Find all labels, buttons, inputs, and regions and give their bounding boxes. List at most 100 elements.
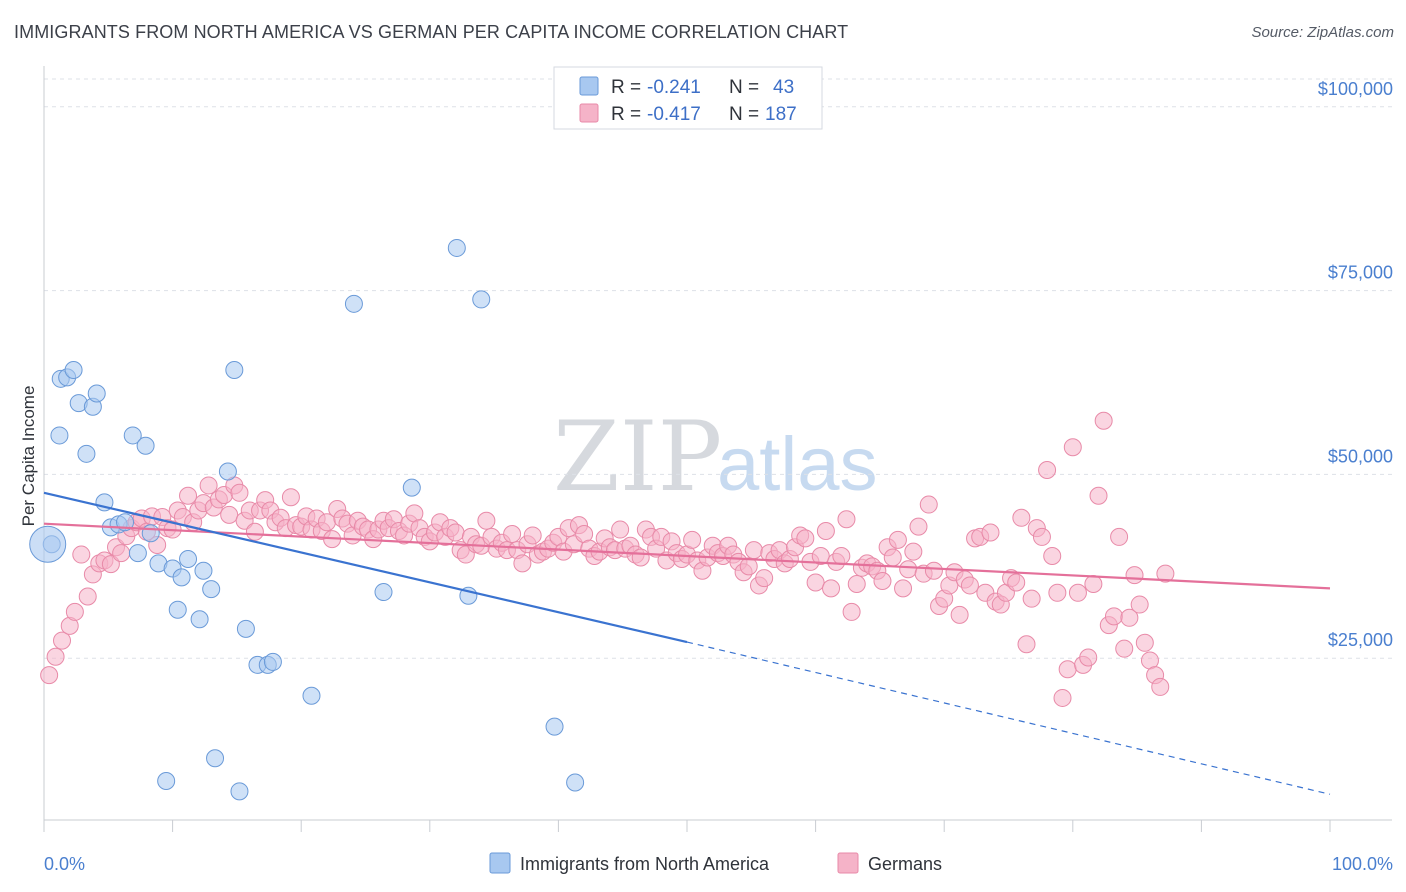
germans-point [1032, 527, 1051, 546]
immigrants-point [225, 361, 244, 379]
germans-point [46, 647, 65, 666]
germans-point [888, 530, 907, 549]
immigrants-point [202, 580, 221, 599]
y-tick-label: $75,000 [1328, 263, 1393, 283]
immigrants-point [157, 772, 176, 791]
immigrants-point [236, 619, 255, 638]
y-axis-label: Per Capita Income [19, 386, 38, 527]
germans-point [101, 555, 120, 574]
germans-point [1043, 547, 1062, 566]
legend-n-value-2: 187 [765, 104, 797, 125]
germans-point [1089, 486, 1108, 505]
germans-point [683, 530, 702, 549]
germans-point [1038, 461, 1057, 479]
germans-point [816, 522, 835, 541]
legend-r-value-1: -0.241 [647, 77, 701, 98]
legend-swatch-pink [579, 103, 599, 123]
legend-n-label-1: N = [729, 77, 759, 98]
bottom-legend-swatch-pink [837, 852, 859, 874]
legend-swatch-blue [579, 76, 599, 96]
germans-point [1084, 574, 1103, 593]
germans-point [744, 541, 763, 560]
immigrants-point [87, 384, 106, 403]
immigrants-point [136, 436, 155, 455]
germans-point [960, 576, 979, 595]
legend-n-label-2: N = [729, 104, 759, 125]
germans-point [1156, 564, 1175, 583]
trend-lines [43, 491, 1331, 795]
grid-lines [44, 78, 1392, 659]
germans-point [1120, 608, 1139, 627]
germans-point [230, 483, 249, 502]
germans-points [40, 411, 1175, 707]
immigrants-point [77, 444, 96, 463]
germans-trend-line [43, 522, 1331, 590]
series-legend: Immigrants from North America Germans [489, 852, 942, 874]
bottom-legend-label-2: Germans [868, 854, 942, 874]
germans-point [513, 554, 532, 573]
chart-title: IMMIGRANTS FROM NORTH AMERICA VS GERMAN … [14, 22, 849, 42]
immigrants-point [545, 717, 564, 736]
immigrants-point [447, 238, 466, 257]
germans-point [842, 602, 861, 621]
germans-point [53, 631, 72, 650]
immigrants-trend-line [43, 491, 688, 644]
germans-point [1110, 527, 1129, 546]
immigrants-point [302, 686, 321, 705]
germans-point [755, 569, 774, 588]
germans-point [1012, 508, 1031, 527]
immigrants-point [263, 652, 282, 671]
germans-point [446, 523, 465, 542]
germans-point [1130, 595, 1149, 614]
bottom-legend-swatch-blue [489, 852, 511, 874]
immigrants-point [190, 610, 209, 629]
germans-point [909, 517, 928, 536]
x-tick-label: 100.0% [1332, 854, 1393, 874]
germans-point [503, 524, 522, 543]
immigrants-point [344, 294, 363, 313]
germans-point [65, 602, 84, 621]
germans-point [40, 666, 59, 685]
germans-point [899, 560, 918, 579]
germans-point [924, 561, 943, 580]
legend-box [553, 66, 823, 130]
immigrants-point [472, 290, 491, 309]
immigrants-point [194, 561, 213, 580]
germans-point [1135, 633, 1154, 652]
germans-point [1063, 438, 1082, 457]
immigrants-point [64, 361, 83, 379]
y-ticks: $25,000 $50,000 $75,000 $100,000 [1318, 79, 1393, 650]
germans-point [78, 587, 97, 606]
germans-point [822, 579, 841, 598]
germans-point [847, 574, 866, 593]
immigrants-point [128, 544, 147, 563]
immigrants-point [50, 426, 69, 445]
immigrants-point [374, 583, 393, 602]
immigrants-point-large [29, 525, 67, 563]
stats-legend: R = -0.241 N = 43 R = -0.417 N = 187 [553, 66, 823, 130]
y-tick-label: $25,000 [1328, 630, 1393, 650]
immigrants-point [402, 478, 421, 497]
germans-point [894, 579, 913, 598]
germans-point [837, 510, 856, 529]
immigrants-point [168, 600, 187, 619]
germans-point [631, 548, 650, 567]
germans-point [199, 476, 218, 495]
germans-point [950, 605, 969, 624]
germans-point [112, 544, 131, 563]
germans-point [796, 529, 815, 548]
immigrants-point [218, 462, 237, 481]
germans-point [1058, 660, 1077, 679]
germans-point [739, 557, 758, 576]
immigrants-point [566, 773, 585, 792]
watermark-zip: ZIP [553, 401, 722, 513]
y-tick-label: $100,000 [1318, 79, 1393, 99]
x-tick-label: 0.0% [44, 854, 85, 874]
germans-point [1125, 566, 1144, 585]
legend-r-label-1: R = [611, 77, 641, 98]
germans-point [179, 486, 198, 505]
x-ticks: 0.0% 100.0% [44, 854, 1393, 874]
germans-point [1079, 648, 1098, 667]
germans-point [1115, 639, 1134, 658]
